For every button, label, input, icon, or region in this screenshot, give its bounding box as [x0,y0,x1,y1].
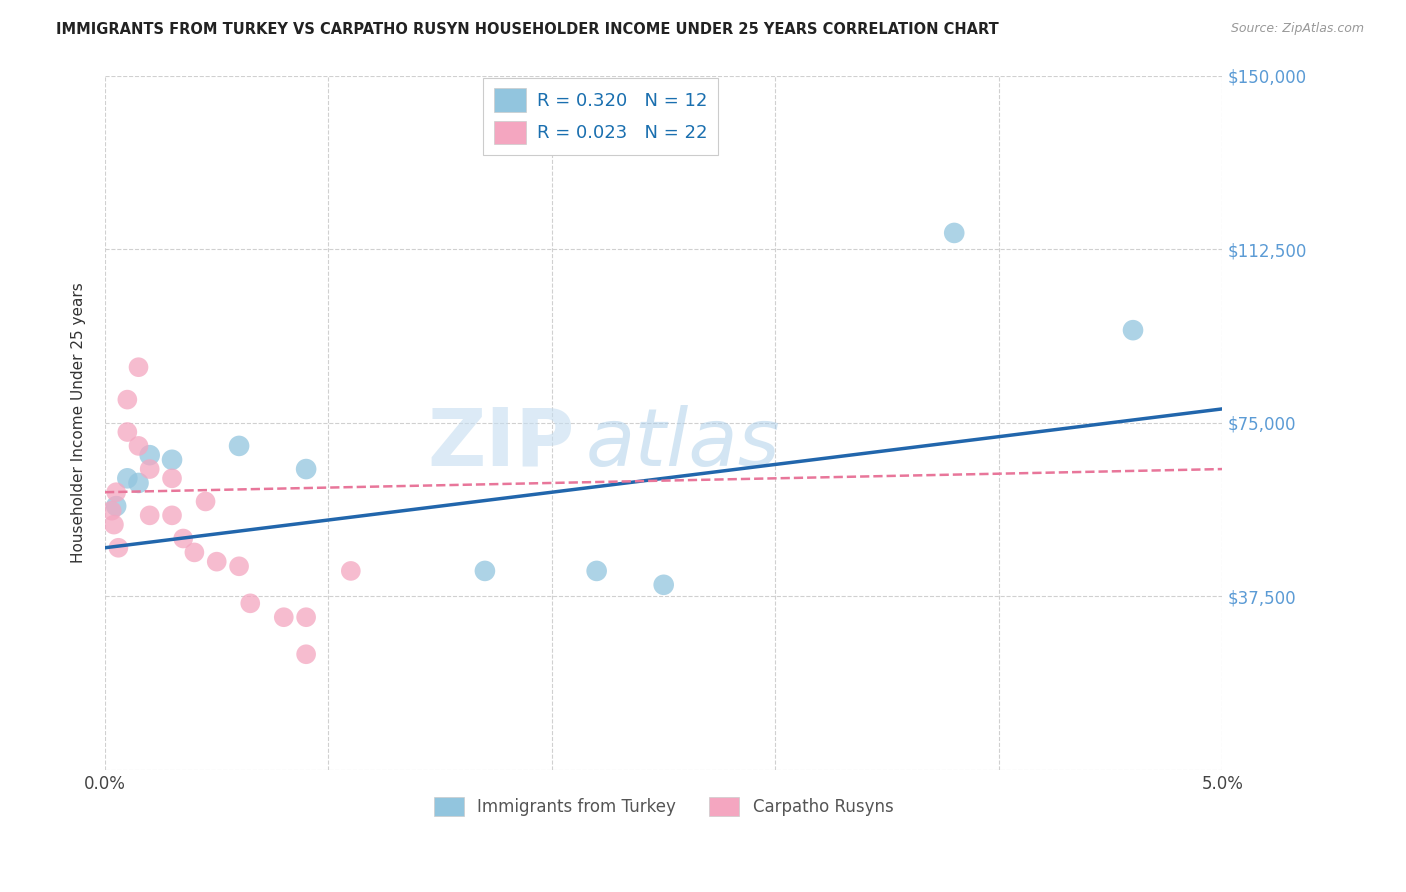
Point [295,462,318,476]
Point [138,462,160,476]
Point [340,564,363,578]
Point [128,360,150,375]
Point [585,564,607,578]
Text: IMMIGRANTS FROM TURKEY VS CARPATHO RUSYN HOUSEHOLDER INCOME UNDER 25 YEARS CORRE: IMMIGRANTS FROM TURKEY VS CARPATHO RUSYN… [56,22,1000,37]
Point [107,541,129,555]
Legend: Immigrants from Turkey, Carpatho Rusyns: Immigrants from Turkey, Carpatho Rusyns [426,789,901,824]
Point [295,647,318,661]
Point [117,392,139,407]
Point [160,471,183,485]
Text: ZIP: ZIP [427,405,574,483]
Point [172,532,194,546]
Point [138,508,160,523]
Text: atlas: atlas [585,405,780,483]
Point [105,485,128,500]
Point [160,508,183,523]
Point [138,448,160,462]
Point [117,471,139,485]
Point [117,425,139,439]
Point [128,475,150,490]
Point [100,504,122,518]
Point [295,610,318,624]
Point [239,596,262,610]
Y-axis label: Householder Income Under 25 years: Householder Income Under 25 years [72,283,86,563]
Point [194,494,217,508]
Point [652,578,675,592]
Point [105,499,128,513]
Point [128,439,150,453]
Point [943,226,966,240]
Point [160,452,183,467]
Text: Source: ZipAtlas.com: Source: ZipAtlas.com [1230,22,1364,36]
Point [474,564,496,578]
Point [228,439,250,453]
Point [103,517,125,532]
Point [273,610,295,624]
Point [205,555,228,569]
Point [183,545,205,559]
Point [228,559,250,574]
Point [1122,323,1144,337]
